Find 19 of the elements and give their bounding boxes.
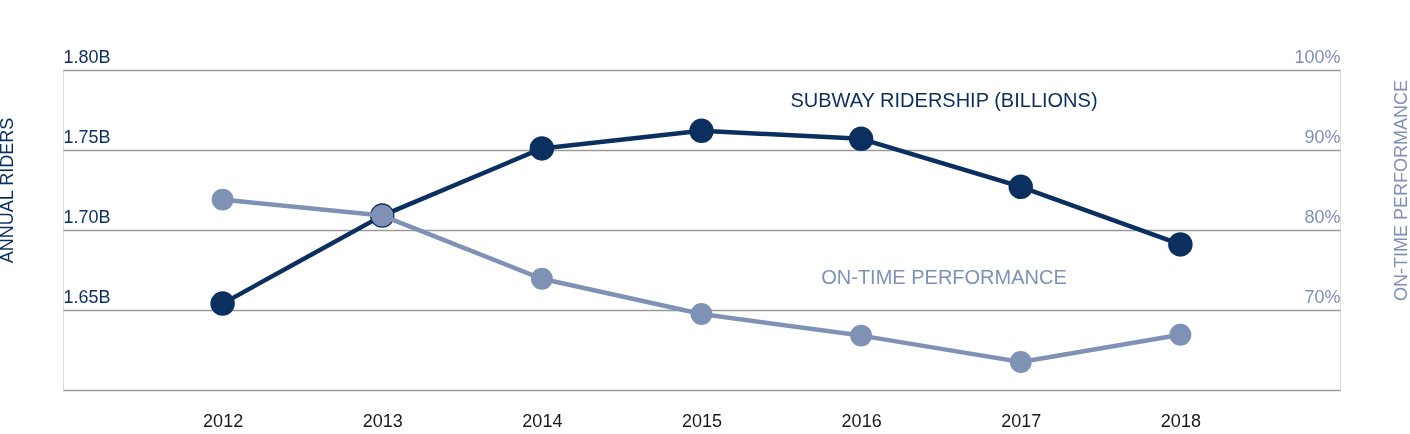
y2-tick-label: 90% [1304,126,1341,147]
y-tick-label: 1.70B [63,206,111,227]
y-axis-title: ANNUAL RIDERS [0,117,17,264]
series-label: SUBWAY RIDERSHIP (BILLIONS) [790,89,1098,111]
x-tick-label: 2014 [522,410,563,431]
y-tick-label: 1.75B [63,126,111,147]
y2-tick-label: 80% [1304,206,1341,227]
y2-axis-title: ON-TIME PERFORMANCE [1390,79,1410,302]
x-tick-label: 2013 [362,410,403,431]
x-tick-label: 2015 [681,410,723,431]
x-tick-label: 2017 [1001,410,1042,431]
y-tick-label: 1.65B [63,286,111,307]
text: ON-TIME PERFORMANCE [821,266,1067,288]
x-tick-label: 2016 [841,410,882,431]
x-tick-label: 2012 [203,410,244,431]
y2-tick-label: 100% [1294,46,1341,67]
y-tick-label: 1.80B [63,46,111,67]
x-tick-label: 2018 [1160,410,1201,431]
y2-tick-label: 70% [1304,286,1341,307]
